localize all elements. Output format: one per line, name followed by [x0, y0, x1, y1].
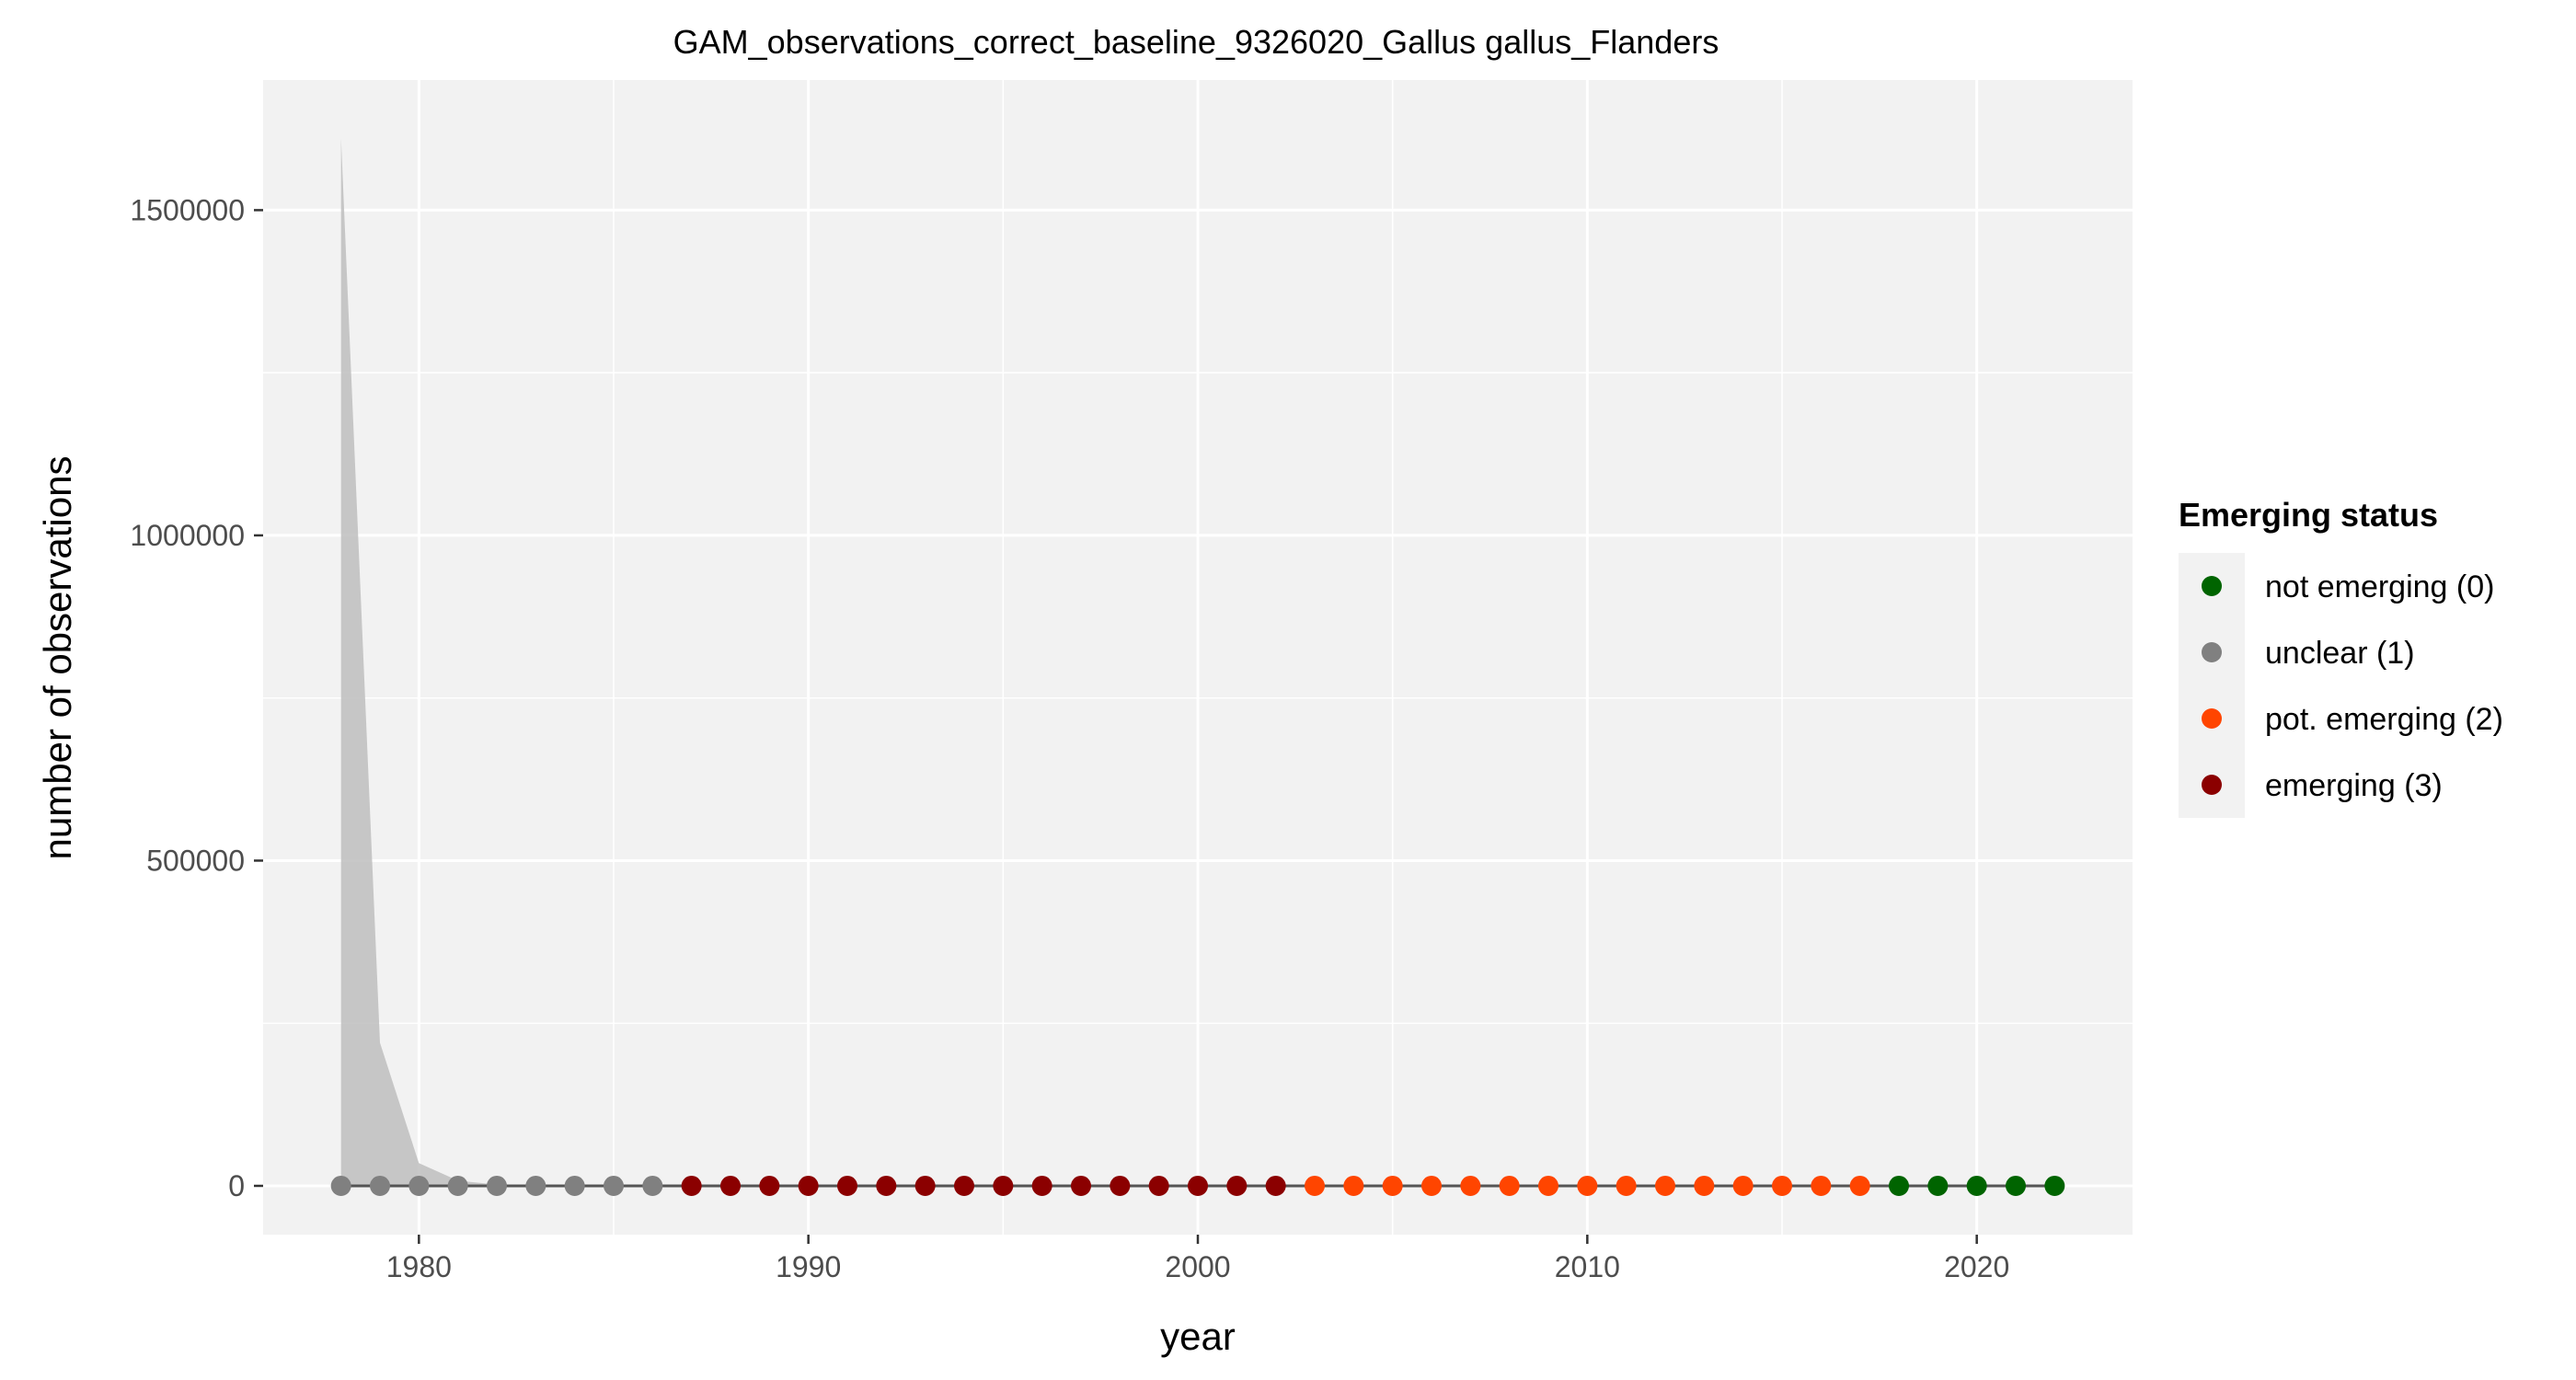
- data-point-1978: [330, 1175, 351, 1196]
- data-point-1983: [525, 1175, 546, 1196]
- data-point-1994: [954, 1175, 974, 1196]
- x-tick-label: 1990: [776, 1250, 841, 1283]
- data-point-2008: [1499, 1175, 1520, 1196]
- data-points-layer: [330, 1175, 2065, 1196]
- legend-title: Emerging status: [2179, 496, 2438, 534]
- data-point-1988: [720, 1175, 741, 1196]
- data-point-1989: [759, 1175, 780, 1196]
- data-point-1981: [447, 1175, 468, 1196]
- y-tick-label: 1500000: [130, 193, 245, 226]
- x-axis-label: year: [1160, 1315, 1236, 1358]
- data-point-1987: [681, 1175, 702, 1196]
- data-point-2022: [2044, 1175, 2065, 1196]
- data-point-2002: [1265, 1175, 1286, 1196]
- legend-swatch-0: [2202, 576, 2222, 596]
- data-point-1982: [487, 1175, 507, 1196]
- data-point-2019: [1927, 1175, 1949, 1196]
- data-point-1979: [370, 1175, 390, 1196]
- data-point-2010: [1577, 1175, 1598, 1196]
- legend-key-background: [2179, 553, 2245, 818]
- data-point-2013: [1694, 1175, 1715, 1196]
- x-tick-label: 1980: [386, 1250, 452, 1283]
- data-point-1991: [837, 1175, 857, 1196]
- data-point-2006: [1421, 1175, 1442, 1196]
- chart-title: GAM_observations_correct_baseline_932602…: [673, 23, 1719, 61]
- y-tick-label: 1000000: [130, 519, 245, 552]
- y-axis-label: number of observations: [36, 456, 79, 860]
- data-point-2003: [1305, 1175, 1325, 1196]
- data-point-1995: [993, 1175, 1014, 1196]
- data-point-2000: [1188, 1175, 1208, 1196]
- data-point-1992: [876, 1175, 897, 1196]
- data-point-1985: [604, 1175, 624, 1196]
- data-point-2018: [1889, 1175, 1909, 1196]
- legend-label-1: unclear (1): [2265, 636, 2415, 671]
- legend-label-3: emerging (3): [2265, 768, 2443, 803]
- x-tick-label: 2020: [1944, 1250, 2009, 1283]
- data-point-2021: [2006, 1175, 2026, 1196]
- y-axis: 0 500000 1000000 1500000: [130, 193, 263, 1202]
- data-point-1998: [1110, 1175, 1131, 1196]
- x-tick-label: 2000: [1165, 1250, 1230, 1283]
- data-point-1980: [408, 1175, 430, 1196]
- legend: Emerging status not emerging (0) unclear …: [2179, 496, 2503, 818]
- data-point-2009: [1538, 1175, 1558, 1196]
- data-point-2011: [1616, 1175, 1637, 1196]
- data-point-2016: [1811, 1175, 1832, 1196]
- data-point-2017: [1849, 1175, 1870, 1196]
- data-point-2004: [1343, 1175, 1364, 1196]
- legend-label-2: pot. emerging (2): [2265, 702, 2503, 737]
- y-tick-label: 0: [228, 1169, 245, 1202]
- y-tick-label: 500000: [146, 844, 245, 877]
- data-point-2001: [1226, 1175, 1248, 1196]
- data-point-2005: [1382, 1175, 1403, 1196]
- legend-entries: not emerging (0) unclear (1) pot. emerging…: [2202, 569, 2503, 803]
- data-point-2007: [1460, 1175, 1481, 1196]
- data-point-1997: [1071, 1175, 1091, 1196]
- x-tick-label: 2010: [1555, 1250, 1620, 1283]
- legend-swatch-2: [2202, 708, 2222, 729]
- data-point-1986: [642, 1175, 663, 1196]
- data-point-2012: [1655, 1175, 1675, 1196]
- data-point-2015: [1772, 1175, 1792, 1196]
- data-point-1984: [564, 1175, 585, 1196]
- legend-swatch-1: [2202, 642, 2222, 662]
- data-point-2014: [1732, 1175, 1754, 1196]
- data-point-1990: [798, 1175, 819, 1196]
- x-axis: 1980 1990 2000 2010 2020: [386, 1235, 2009, 1283]
- data-point-2020: [1966, 1175, 1987, 1196]
- data-point-1996: [1031, 1175, 1052, 1196]
- data-point-1993: [914, 1175, 936, 1196]
- legend-swatch-3: [2202, 775, 2222, 795]
- legend-label-0: not emerging (0): [2265, 569, 2494, 604]
- data-point-1999: [1148, 1175, 1169, 1196]
